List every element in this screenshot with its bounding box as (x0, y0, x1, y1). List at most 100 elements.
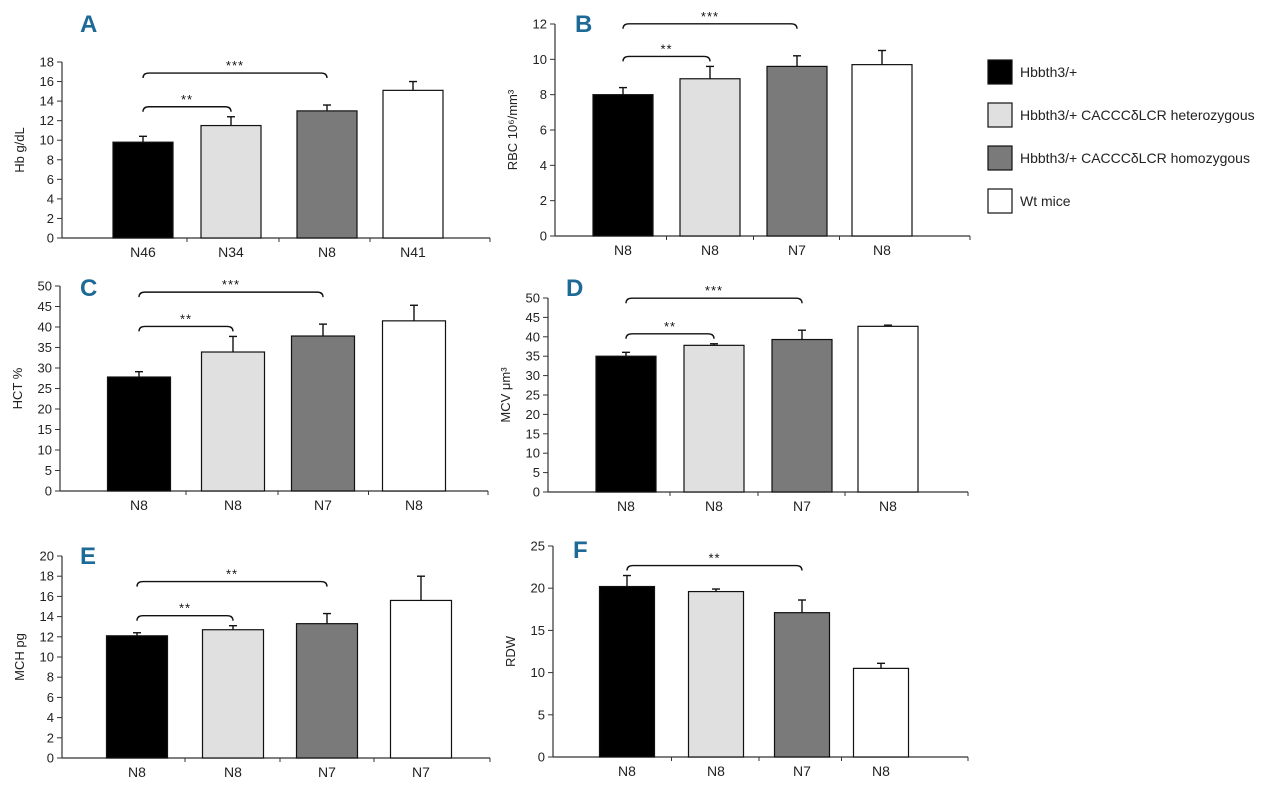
bar (773, 612, 831, 758)
bar (595, 355, 657, 493)
bar (200, 351, 266, 492)
y-tick-label: 25 (526, 388, 540, 403)
y-tick-label: 2 (540, 193, 547, 208)
y-tick-label: 6 (47, 690, 54, 705)
y-tick-label: 14 (40, 609, 54, 624)
y-tick-label: 35 (38, 340, 52, 355)
chart-panel-f: F 0 5 10 15 20 25 RDW N8 N8 N7 N8 ** (503, 537, 969, 779)
legend-swatch (987, 102, 1013, 128)
y-tick-label: 5 (533, 465, 540, 480)
significance-bracket (136, 580, 328, 587)
bar (687, 590, 745, 758)
bar (290, 335, 356, 492)
significance-label: ** (226, 567, 238, 582)
y-tick-label: 25 (531, 539, 545, 554)
y-tick-label: 20 (526, 407, 540, 422)
y-tick-label: 18 (40, 569, 54, 584)
significance-bracket (136, 614, 234, 621)
category-label: N8 (618, 763, 636, 779)
y-tick-label: 30 (38, 361, 52, 376)
category-label: N8 (879, 498, 897, 514)
significance-label: ** (660, 41, 672, 56)
legend-label: Wt mice (1020, 193, 1071, 209)
bar (105, 635, 169, 759)
panel-label: D (566, 275, 583, 302)
category-label: N7 (318, 764, 336, 780)
y-tick-label: 0 (538, 750, 545, 765)
category-label: N7 (793, 763, 811, 779)
y-tick-label: 50 (38, 279, 52, 294)
category-label: N8 (873, 242, 891, 258)
y-tick-label: 10 (38, 443, 52, 458)
significance-label: ** (180, 311, 192, 326)
y-tick-label: 10 (40, 133, 54, 148)
y-tick-label: 12 (533, 17, 547, 32)
y-tick-label: 30 (526, 368, 540, 383)
bar (106, 376, 172, 492)
category-label: N7 (314, 497, 332, 513)
category-label: N41 (400, 244, 426, 260)
y-tick-label: 8 (540, 87, 547, 102)
y-tick-label: 2 (47, 730, 54, 745)
legend-swatch (987, 188, 1013, 214)
y-tick-label: 50 (526, 291, 540, 306)
y-tick-label: 0 (47, 231, 54, 246)
y-tick-label: 40 (38, 320, 52, 335)
significance-label: ** (179, 601, 191, 616)
legend-label: Hbbth3/+ (1020, 64, 1077, 80)
bar (200, 124, 262, 239)
category-label: N7 (412, 764, 430, 780)
y-tick-label: 40 (526, 329, 540, 344)
y-tick-label: 15 (531, 623, 545, 638)
y-tick-label: 0 (47, 751, 54, 766)
legend-swatch (987, 59, 1013, 85)
y-tick-label: 12 (40, 629, 54, 644)
category-label: N8 (872, 763, 890, 779)
significance-bracket (625, 333, 715, 339)
y-tick-label: 0 (540, 229, 547, 244)
category-label: N8 (224, 764, 242, 780)
y-tick-label: 25 (38, 381, 52, 396)
significance-bracket (622, 55, 711, 62)
category-label: N7 (788, 242, 806, 258)
category-label: N34 (218, 244, 244, 260)
legend-swatch (987, 145, 1013, 171)
significance-bracket (626, 564, 803, 571)
y-tick-label: 15 (526, 426, 540, 441)
category-label: N8 (318, 244, 336, 260)
y-tick-label: 0 (533, 485, 540, 500)
y-axis-label: RBC 10⁶/mm³ (505, 89, 520, 170)
y-tick-label: 4 (47, 191, 54, 206)
legend-label: Hbbth3/+ CACCCδLCR homozygous (1020, 150, 1250, 166)
significance-label: ** (664, 319, 676, 334)
y-tick-label: 20 (38, 402, 52, 417)
y-tick-label: 18 (40, 55, 54, 70)
significance-label: *** (226, 58, 244, 73)
y-axis-label: RDW (503, 635, 518, 667)
panel-label: F (573, 537, 588, 564)
chart-panel-e: E 0 2 4 6 8 10 12 14 16 18 20 MCH pg N8 N8 N7 N7 ** ** (12, 543, 491, 780)
category-label: N8 (130, 497, 148, 513)
bar (771, 338, 833, 493)
bar (679, 78, 741, 237)
y-tick-label: 5 (45, 463, 52, 478)
y-tick-label: 20 (531, 581, 545, 596)
significance-bracket (622, 23, 798, 29)
category-label: N7 (793, 498, 811, 514)
bar (296, 110, 358, 239)
legend-label: Hbbth3/+ CACCCδLCR heterozygous (1020, 107, 1255, 123)
significance-label: *** (222, 277, 240, 292)
y-tick-label: 12 (40, 113, 54, 128)
y-tick-label: 35 (526, 349, 540, 364)
y-tick-label: 6 (540, 123, 547, 138)
bar (766, 65, 828, 237)
y-tick-label: 8 (47, 152, 54, 167)
y-tick-label: 10 (526, 446, 540, 461)
y-axis-label: MCH pg (12, 633, 27, 681)
y-tick-label: 0 (45, 484, 52, 499)
category-label: N8 (617, 498, 635, 514)
significance-bracket (138, 291, 324, 298)
y-tick-label: 14 (40, 94, 54, 109)
